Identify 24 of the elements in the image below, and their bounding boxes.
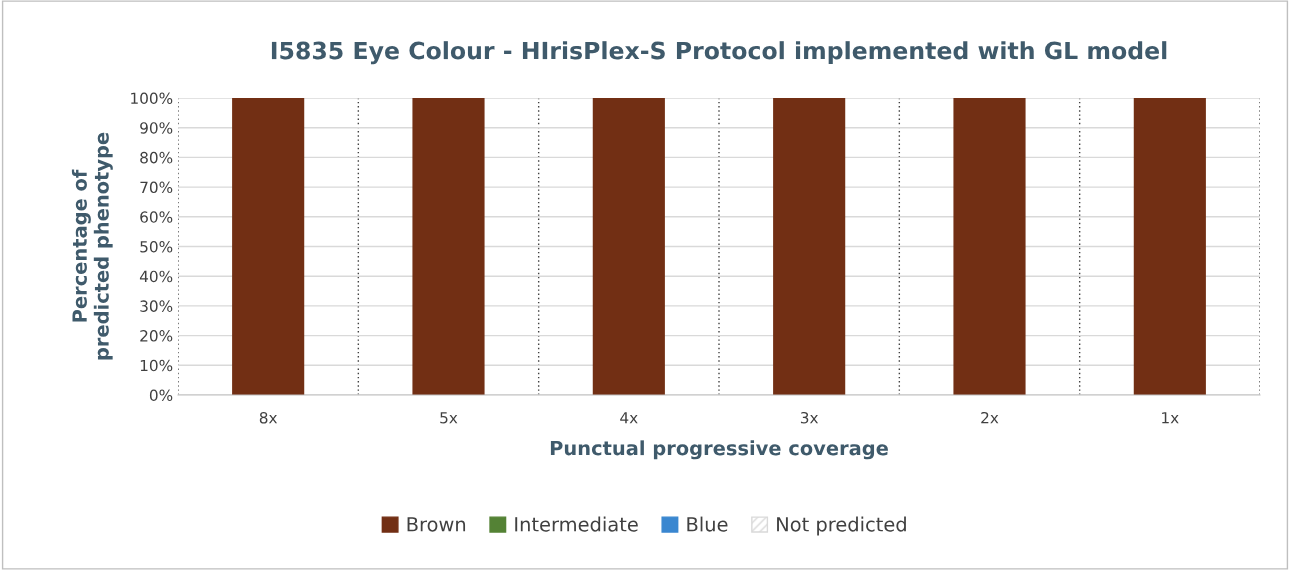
x-tick-label: 8x	[259, 411, 278, 424]
y-tick-label: 90%	[140, 122, 173, 134]
x-tick-label: 4x	[620, 412, 638, 424]
x-tick-label: 3x	[800, 411, 819, 424]
y-tick-label: 50%	[140, 240, 173, 253]
legend-label: Intermediate	[515, 516, 638, 532]
y-axis-title: Percentage of predicted phenotype	[71, 132, 113, 360]
y-tick-label: 70%	[140, 181, 173, 194]
y-tick-label: 30%	[140, 300, 173, 312]
y-tick-label: 20%	[140, 330, 173, 342]
y-tick-label: 100%	[131, 92, 173, 105]
legend-label: Not predicted	[777, 516, 906, 536]
y-tick-label: 10%	[140, 359, 173, 372]
legend-label: Blue	[687, 516, 728, 532]
y-tick-label: 0%	[149, 389, 173, 402]
x-tick-label: 5x	[440, 412, 458, 424]
x-tick-label: 2x	[981, 411, 999, 424]
y-tick-label: 60%	[140, 211, 173, 223]
legend-label: Brown	[407, 517, 466, 532]
chart-title: I5835 Eye Colour - HIrisPlex-S Protocol implemented with GL model	[271, 41, 1167, 65]
x-axis-title: Punctual progressive coverage	[550, 440, 888, 460]
y-tick-label: 80%	[140, 151, 173, 164]
x-tick-label: 1x	[1162, 412, 1179, 424]
y-tick-label: 40%	[139, 270, 173, 283]
